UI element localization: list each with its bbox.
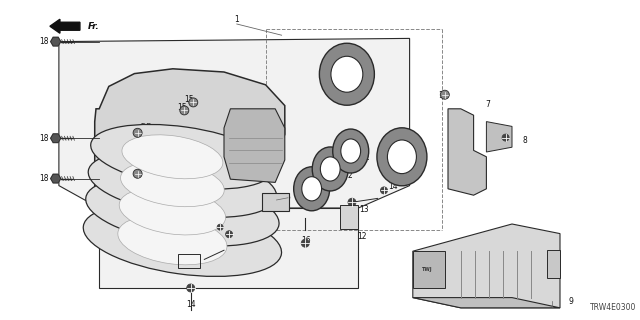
Polygon shape	[51, 37, 61, 46]
FancyBboxPatch shape	[262, 193, 289, 211]
Text: 3: 3	[355, 83, 360, 92]
Ellipse shape	[91, 124, 274, 189]
Polygon shape	[99, 208, 358, 288]
Polygon shape	[413, 298, 560, 308]
Circle shape	[502, 134, 509, 141]
Text: 18: 18	[39, 134, 48, 143]
Ellipse shape	[88, 151, 276, 217]
Text: 2: 2	[348, 171, 353, 180]
Polygon shape	[224, 109, 285, 182]
Polygon shape	[413, 224, 560, 308]
Text: 9: 9	[568, 297, 573, 306]
Polygon shape	[51, 174, 61, 183]
Ellipse shape	[387, 140, 417, 174]
Circle shape	[440, 90, 449, 99]
Ellipse shape	[312, 147, 348, 191]
Ellipse shape	[341, 139, 360, 163]
Text: 13: 13	[358, 205, 369, 214]
Ellipse shape	[118, 215, 227, 265]
FancyBboxPatch shape	[340, 204, 358, 228]
Ellipse shape	[331, 56, 363, 92]
Text: E-B: E-B	[140, 124, 152, 129]
Circle shape	[348, 198, 356, 206]
Text: 15: 15	[438, 91, 448, 100]
Text: 14: 14	[388, 182, 398, 191]
Text: 14: 14	[186, 300, 196, 309]
Text: 2: 2	[365, 153, 370, 162]
Ellipse shape	[122, 135, 223, 179]
Text: 17: 17	[218, 219, 228, 228]
Text: Fr.: Fr.	[88, 22, 100, 31]
Circle shape	[381, 187, 387, 194]
Text: 18: 18	[39, 37, 48, 46]
Circle shape	[133, 128, 142, 137]
Text: 12: 12	[358, 232, 367, 241]
FancyArrow shape	[50, 19, 80, 33]
Polygon shape	[51, 134, 61, 143]
Circle shape	[301, 239, 309, 247]
Ellipse shape	[319, 43, 374, 105]
Text: TWJ: TWJ	[422, 267, 433, 272]
Polygon shape	[413, 251, 445, 288]
Text: 2: 2	[382, 136, 387, 145]
Circle shape	[180, 106, 189, 115]
Circle shape	[189, 98, 198, 107]
Polygon shape	[547, 250, 560, 278]
Text: 10: 10	[170, 253, 180, 262]
Ellipse shape	[83, 204, 282, 276]
Ellipse shape	[321, 157, 340, 181]
Text: 15: 15	[128, 170, 138, 179]
Text: E-2: E-2	[253, 253, 265, 259]
Polygon shape	[95, 69, 285, 253]
Text: 7: 7	[485, 100, 490, 109]
Polygon shape	[486, 122, 512, 152]
Text: 11: 11	[193, 253, 202, 262]
Ellipse shape	[86, 176, 279, 246]
Text: 15: 15	[127, 132, 138, 141]
Circle shape	[187, 284, 195, 292]
Polygon shape	[448, 109, 486, 195]
Text: 5: 5	[285, 193, 291, 202]
Polygon shape	[59, 38, 410, 208]
Text: 15: 15	[177, 103, 188, 112]
Text: 18: 18	[39, 174, 48, 183]
Text: 15: 15	[184, 95, 194, 104]
Text: 6: 6	[228, 224, 233, 233]
Text: TRW4E0300: TRW4E0300	[589, 303, 636, 312]
Text: 16: 16	[301, 236, 311, 245]
Circle shape	[133, 169, 142, 178]
Circle shape	[226, 231, 232, 238]
Text: 8: 8	[522, 136, 527, 145]
Ellipse shape	[302, 177, 321, 201]
Circle shape	[217, 224, 223, 230]
Ellipse shape	[333, 129, 369, 173]
Ellipse shape	[294, 167, 330, 211]
Ellipse shape	[120, 161, 224, 207]
Ellipse shape	[119, 188, 225, 235]
Ellipse shape	[377, 128, 427, 186]
Text: 1: 1	[234, 15, 239, 24]
Text: 4: 4	[420, 146, 425, 155]
